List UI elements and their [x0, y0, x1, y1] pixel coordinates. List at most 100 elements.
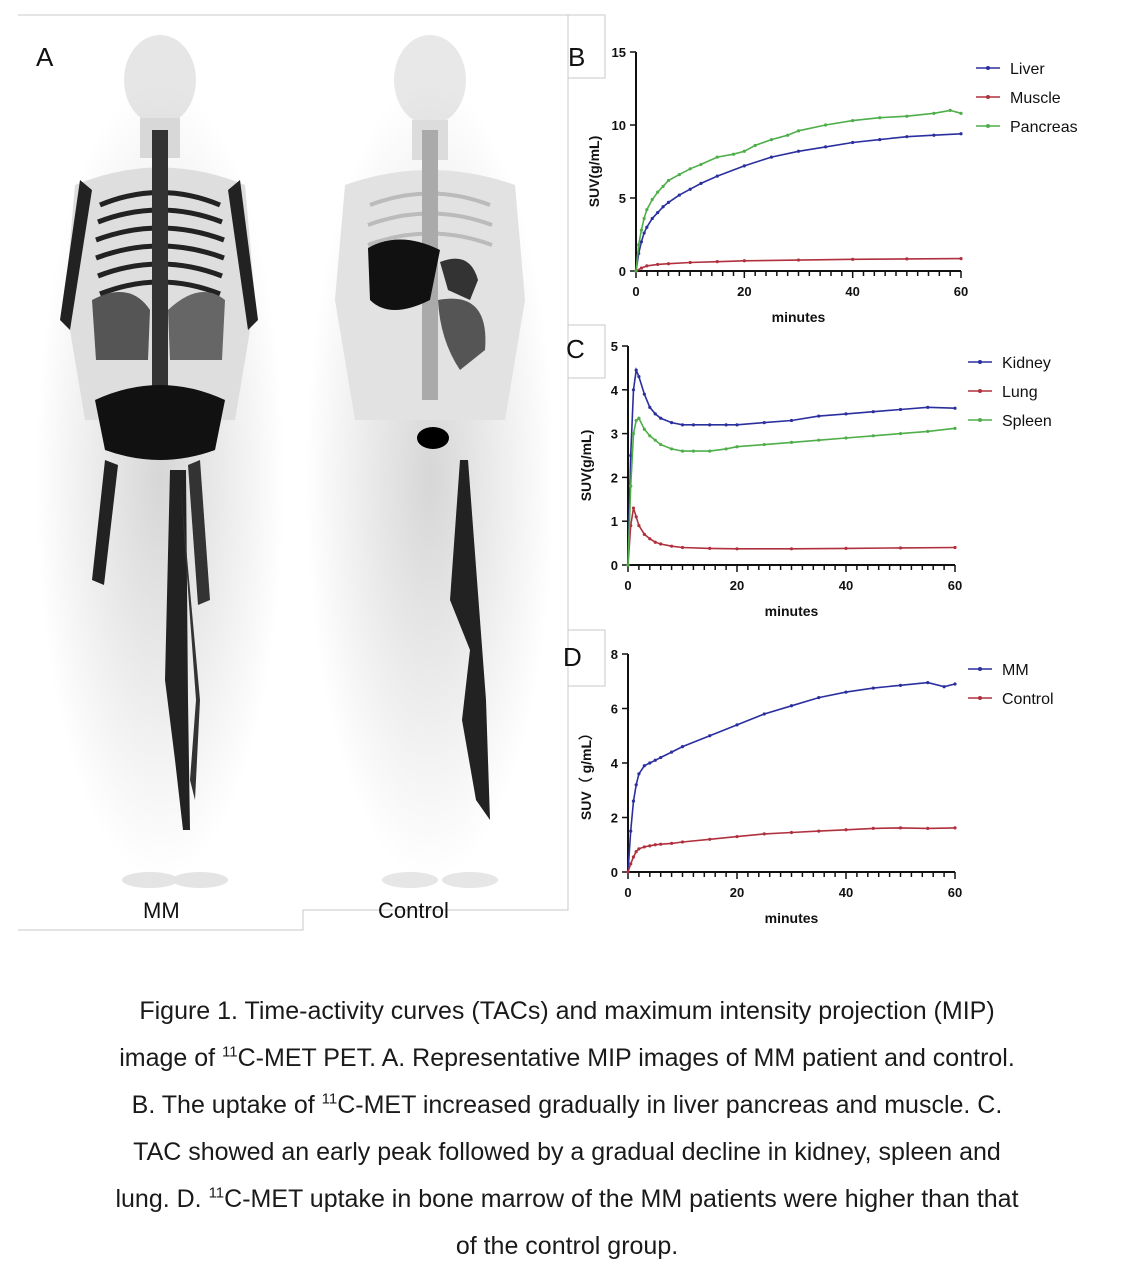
y-axis-title: SUV（ g/mL） [578, 726, 594, 820]
data-point [634, 368, 638, 372]
legend-marker [978, 389, 982, 393]
data-point [942, 685, 946, 689]
x-tick-label: 60 [948, 885, 962, 900]
data-point [650, 216, 654, 221]
data-point [823, 145, 828, 149]
y-tick-label: 0 [611, 558, 618, 573]
data-point [898, 432, 903, 436]
data-point [844, 436, 848, 440]
data-point [659, 442, 663, 447]
data-point [959, 132, 963, 136]
data-point [708, 546, 712, 550]
data-point [789, 418, 794, 423]
data-point [735, 723, 739, 727]
y-tick-label: 2 [611, 811, 618, 826]
data-point [708, 423, 712, 427]
y-tick-label: 3 [611, 427, 618, 442]
series-line-control [627, 827, 956, 873]
data-point [688, 260, 692, 265]
data-point [666, 178, 671, 183]
data-point [670, 841, 674, 845]
data-point [708, 449, 712, 453]
data-point [905, 135, 909, 139]
data-point [642, 216, 646, 221]
data-point [762, 442, 766, 447]
caption-line-2: image of 11C-MET PET. A. Representative … [10, 1035, 1124, 1082]
mm-body-mip-image [35, 35, 285, 888]
panel-letter: B [568, 42, 585, 72]
x-tick-label: 60 [954, 284, 968, 299]
figure-caption: Figure 1. Time-activity curves (TACs) an… [10, 988, 1124, 1270]
data-point [851, 140, 855, 145]
data-point [762, 421, 766, 425]
data-point [817, 438, 821, 442]
data-point [878, 138, 882, 142]
data-point [926, 826, 930, 831]
data-point [715, 174, 719, 178]
data-point [666, 262, 671, 266]
data-point [661, 184, 665, 188]
data-point [634, 515, 638, 519]
data-point [645, 264, 649, 268]
x-tick-label: 40 [845, 284, 859, 299]
data-point [680, 545, 685, 550]
y-tick-label: 4 [611, 756, 619, 771]
data-point [642, 427, 646, 431]
data-point [926, 429, 930, 434]
data-point [659, 755, 663, 760]
data-point [637, 416, 641, 420]
x-tick-label: 0 [624, 885, 631, 900]
x-axis-title: minutes [772, 309, 826, 325]
data-point [680, 840, 685, 844]
data-point [724, 447, 728, 451]
series-line-lung [627, 507, 956, 566]
data-point [639, 228, 644, 232]
data-point [637, 243, 641, 247]
data-point [670, 421, 674, 425]
data-point [735, 547, 739, 551]
x-tick-label: 0 [632, 284, 639, 299]
data-point [670, 544, 674, 548]
series-line-liver [635, 133, 962, 272]
legend-label: Lung [1002, 384, 1038, 401]
caption-line-5-pre: lung. D. [115, 1185, 209, 1213]
data-point [639, 266, 644, 270]
caption-line-2-pre: image of [119, 1044, 223, 1072]
data-point [789, 547, 794, 551]
data-point [948, 108, 952, 112]
data-point [680, 449, 685, 453]
data-point [631, 388, 636, 392]
data-point [769, 138, 774, 142]
data-point [634, 418, 638, 423]
data-point [637, 523, 641, 528]
data-point [953, 426, 957, 430]
data-point [661, 205, 665, 209]
data-point [796, 129, 801, 133]
data-point [959, 256, 963, 261]
data-point [724, 423, 728, 427]
data-point [629, 829, 633, 833]
data-point [851, 257, 855, 261]
data-point [626, 870, 630, 874]
data-point [871, 434, 875, 438]
data-point [735, 445, 739, 449]
data-point [666, 200, 671, 204]
data-point [817, 829, 821, 833]
data-point [653, 758, 657, 762]
caption-line-5-post: C-MET uptake in bone marrow of the MM pa… [224, 1185, 1019, 1213]
data-point [953, 406, 957, 410]
y-axis-title: SUV(g/mL) [578, 430, 594, 502]
chart-b: B 0 20 40 60 0 5 10 15 minutes SUV(g/mL) Liver Muscl… [568, 42, 1078, 325]
legend-label: Muscle [1010, 90, 1061, 107]
y-tick-label: 0 [619, 264, 626, 279]
data-point [642, 231, 646, 235]
data-point [796, 149, 801, 153]
data-point [670, 750, 674, 754]
data-point [637, 772, 641, 776]
series-line-pancreas [635, 109, 962, 272]
data-point [753, 143, 757, 148]
data-point [905, 257, 909, 261]
data-point [688, 187, 692, 191]
data-point [637, 375, 641, 379]
data-point [715, 155, 719, 159]
